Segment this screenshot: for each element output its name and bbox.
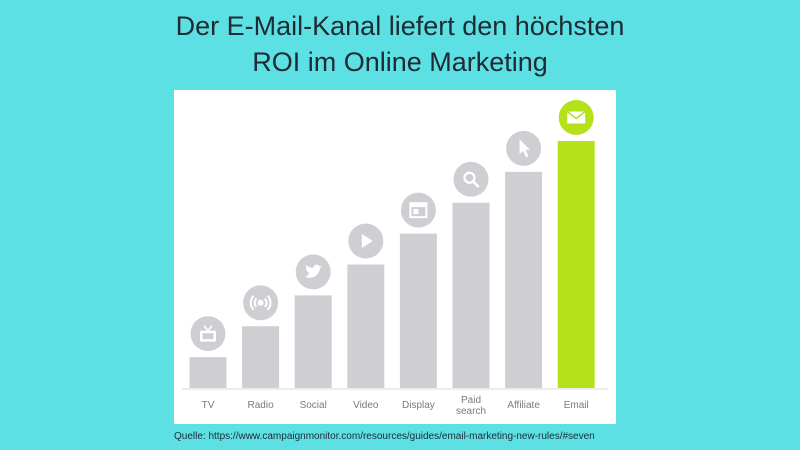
tick-label-affiliate: Affiliate [507,400,540,411]
tv-icon [190,316,226,352]
bar-video [347,264,385,388]
twitter-bird-icon [295,254,331,290]
tick-label-radio: Radio [248,400,275,411]
bar-social [294,295,332,388]
tick-label-tv: TV [202,400,215,411]
bar-radio [242,326,280,388]
bar-display [399,233,437,388]
tick-label-paid-search: Paid search [456,395,486,417]
browser-window-icon [400,192,436,228]
bar-affiliate [505,171,543,388]
chart-title: Der E-Mail-Kanal liefert den höchsten RO… [0,8,800,80]
source-note: Quelle: https://www.campaignmonitor.com/… [174,431,595,442]
tick-label-social: Social [300,400,327,411]
chart-panel: TV Radio Social Video Display Paid search Affil… [174,90,616,424]
bar-tv [189,357,227,388]
radio-broadcast-icon [243,285,279,321]
bar-paid-search [452,202,490,388]
bar-email [557,141,595,388]
tick-label-display: Display [402,400,435,411]
search-icon [453,161,489,197]
roi-bar-chart: TV Radio Social Video Display Paid search Affil… [182,100,608,417]
tick-label-video: Video [353,400,379,411]
tick-label-email: Email [564,400,589,411]
chart-title-line-1: Der E-Mail-Kanal liefert den höchsten [175,11,625,41]
envelope-icon [558,100,594,135]
cursor-pointer-icon [506,130,542,166]
chart-title-line-2: ROI im Online Marketing [252,47,548,77]
play-icon [348,223,384,259]
